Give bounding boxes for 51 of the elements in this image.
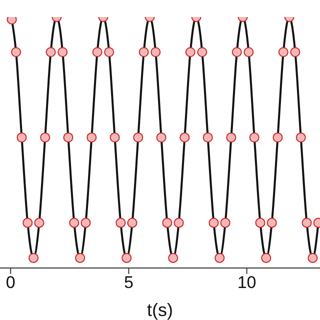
point	[272, 132, 283, 142]
point	[133, 132, 144, 142]
point	[11, 47, 22, 58]
point	[150, 47, 161, 58]
x-tick-label: 0	[6, 273, 16, 292]
point	[63, 132, 74, 142]
point	[249, 132, 260, 142]
point	[208, 218, 219, 228]
point	[290, 47, 300, 58]
point	[58, 47, 68, 58]
point	[104, 47, 114, 58]
point	[302, 218, 312, 228]
point	[162, 218, 172, 228]
point	[122, 252, 132, 263]
point	[22, 218, 33, 228]
point	[127, 218, 138, 228]
point	[92, 47, 102, 58]
point	[46, 47, 56, 58]
point	[138, 47, 149, 58]
point	[80, 218, 91, 228]
point	[40, 132, 50, 142]
point	[86, 132, 97, 142]
point	[168, 252, 178, 263]
point	[214, 252, 225, 263]
point	[16, 132, 27, 142]
point	[226, 132, 236, 142]
point	[28, 252, 39, 263]
point	[116, 218, 126, 228]
point	[110, 132, 120, 142]
point	[255, 218, 266, 228]
point	[180, 132, 190, 142]
point	[232, 47, 242, 58]
x-tick-label: 5	[124, 273, 134, 292]
x-tick-label: 10	[237, 273, 256, 292]
point	[6, 17, 17, 25]
point	[244, 47, 254, 58]
point	[174, 218, 184, 228]
point	[261, 252, 272, 263]
point	[185, 47, 196, 58]
x-axis-title: t(s)	[147, 300, 173, 320]
point	[296, 132, 306, 142]
point	[278, 47, 288, 58]
point	[266, 218, 277, 228]
point	[69, 218, 80, 228]
point	[197, 47, 208, 58]
point	[308, 252, 318, 263]
point	[156, 132, 166, 142]
point	[202, 132, 213, 142]
point	[34, 218, 44, 228]
point	[220, 218, 230, 228]
point	[75, 252, 86, 263]
